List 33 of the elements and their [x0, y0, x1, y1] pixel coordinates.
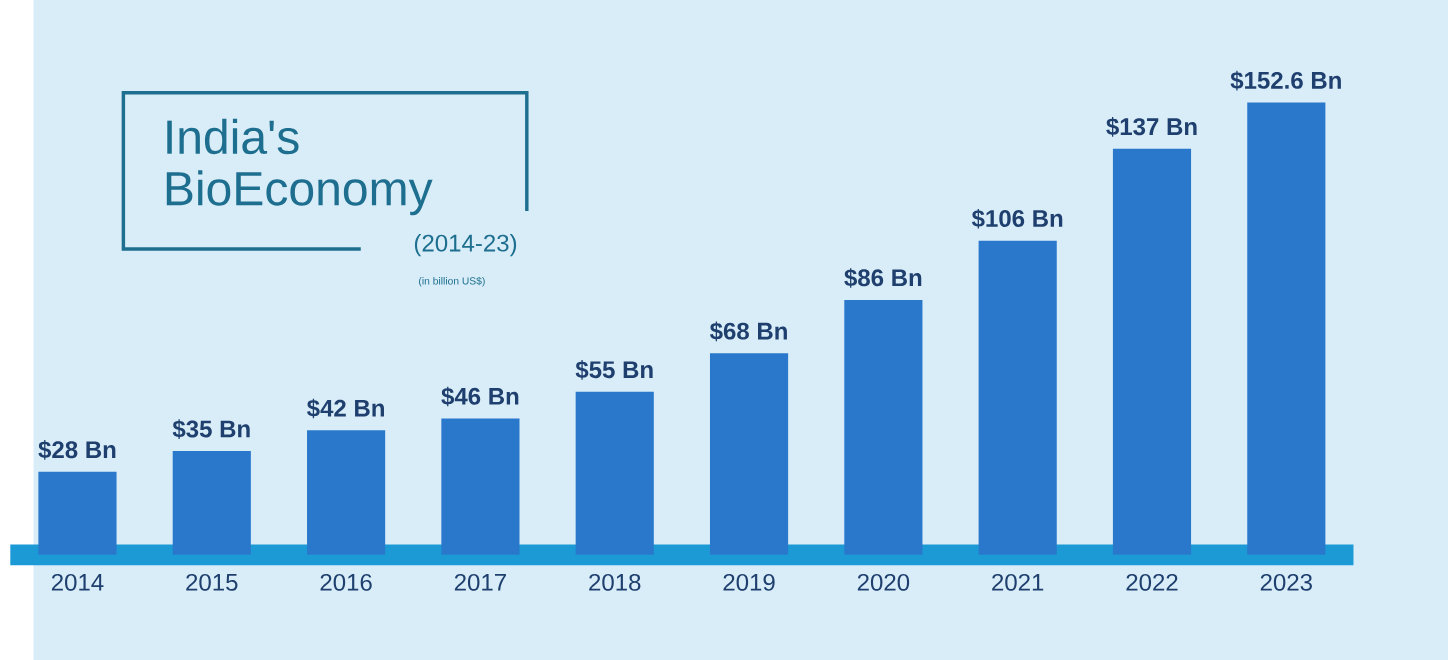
data-label: $152.6 Bn — [1230, 70, 1341, 91]
x-tick-label: 2018 — [589, 573, 641, 591]
data-label: $28 Bn — [38, 439, 116, 460]
text: India's BioEconomy — [166, 118, 433, 215]
data-label: $46 Bn — [441, 386, 519, 407]
bar — [172, 450, 251, 555]
bar — [844, 299, 923, 555]
x-tick-label: 2022 — [1126, 573, 1178, 591]
bar — [709, 353, 789, 555]
x-tick-label: 2015 — [186, 573, 238, 591]
data-label: $106 Bn — [971, 208, 1063, 229]
x-tick-label: 2017 — [454, 573, 506, 591]
data-label: $137 Bn — [1106, 116, 1197, 137]
data-label: $55 Bn — [575, 359, 653, 380]
bar — [307, 430, 386, 555]
bar — [441, 418, 520, 555]
x-tick-label: 2014 — [51, 573, 104, 591]
data-label: $42 Bn — [307, 398, 384, 419]
bar — [978, 240, 1057, 555]
data-label: $68 Bn — [709, 321, 787, 341]
bar — [1247, 102, 1326, 555]
x-tick-label: 2016 — [320, 573, 372, 591]
x-tick-label: 2023 — [1260, 573, 1312, 591]
data-label: $35 Bn — [172, 419, 250, 439]
bar — [575, 391, 654, 555]
text: (2014-23) — [414, 233, 517, 257]
data-label: $86 Bn — [844, 268, 922, 288]
bar — [1112, 148, 1192, 555]
x-tick-label: 2021 — [992, 573, 1044, 591]
bar — [38, 471, 117, 555]
x-tick-label: 2019 — [723, 573, 775, 591]
annotation: (in billion US$) — [419, 276, 485, 287]
x-tick-label: 2020 — [857, 573, 910, 591]
